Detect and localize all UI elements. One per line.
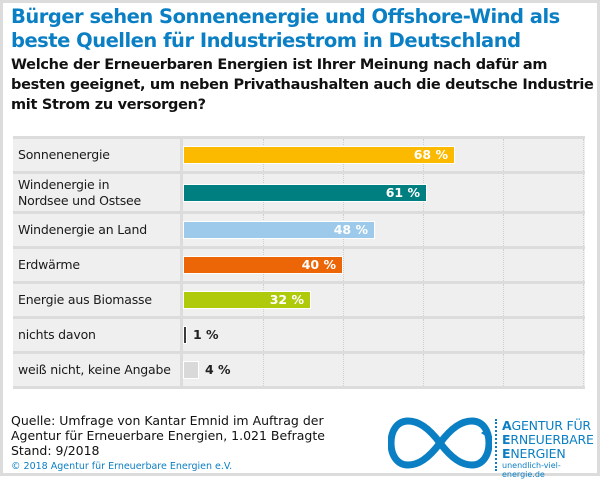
label-divider (180, 174, 183, 211)
chart-title: Bürger sehen Sonnenenergie und Offshore-… (11, 5, 560, 52)
category-label: Energie aus Biomasse (18, 292, 152, 307)
bar (183, 361, 199, 379)
gridline (423, 354, 424, 386)
label-divider (180, 214, 183, 246)
bar-value-label: 1 % (193, 327, 219, 342)
bar-value-label: 4 % (205, 362, 231, 377)
source-date: Stand: 9/2018 (11, 443, 100, 458)
bar-value-label: 40 % (301, 257, 336, 272)
gridline (583, 354, 584, 386)
gridline (503, 249, 504, 281)
infinity-icon (387, 417, 493, 469)
gridline (583, 249, 584, 281)
gridline (343, 249, 344, 281)
category-label: Windenergie an Land (18, 222, 147, 237)
label-divider (180, 354, 183, 386)
source-line: Agentur für Erneuerbare Energien, 1.021 … (11, 428, 325, 443)
chart-row: Windenergie in Nordsee und Ostsee 61 % (13, 171, 585, 211)
label-divider (180, 249, 183, 281)
chart-row: Erdwärme 40 % (13, 246, 585, 281)
chart-row: weiß nicht, keine Angabe 4 % (13, 351, 585, 386)
logo-text-line: GENTUR FÜR (511, 418, 591, 433)
label-divider (180, 319, 183, 351)
copyright-note: © 2018 Agentur für Erneuerbare Energien … (11, 461, 233, 472)
bar (183, 326, 187, 344)
gridline (503, 284, 504, 316)
logo-divider (495, 419, 497, 471)
source-line: Quelle: Umfrage von Kantar Emnid im Auft… (11, 413, 324, 428)
bar-value-label: 61 % (385, 184, 420, 200)
logo-initial: A (502, 418, 512, 433)
gridline (343, 319, 344, 351)
gridline (263, 319, 264, 351)
gridline (423, 284, 424, 316)
bar: 68 % (183, 146, 455, 164)
bar: 32 % (183, 291, 311, 309)
bar-value-label: 48 % (333, 222, 368, 237)
gridline (503, 354, 504, 386)
bar: 48 % (183, 221, 375, 239)
gridline (423, 214, 424, 246)
gridline (583, 319, 584, 351)
gridline (343, 284, 344, 316)
gridline (583, 174, 584, 211)
logo-wordmark: AGENTUR FÜR ERNEUERBARE ENERGIEN (502, 419, 594, 461)
gridline (423, 319, 424, 351)
bar-chart: Sonnenenergie 68 % Windenergie in Nordsee … (13, 136, 585, 389)
gridline (423, 249, 424, 281)
bar: 61 % (183, 183, 427, 202)
chart-bottom-border (13, 386, 585, 389)
category-label: Windenergie in Nordsee und Ostsee (18, 176, 142, 208)
bar-value-label: 32 % (269, 292, 304, 307)
logo-initial: E (502, 446, 511, 461)
category-label: weiß nicht, keine Angabe (18, 362, 171, 377)
category-label: Erdwärme (18, 257, 80, 272)
chart-question: Welche der Erneuerbaren Energien ist Ihr… (11, 57, 594, 113)
logo-url: unendlich-viel-energie.de (502, 461, 561, 479)
label-divider (180, 284, 183, 316)
gridline (503, 319, 504, 351)
logo-initial: E (502, 432, 511, 447)
gridline (343, 354, 344, 386)
logo-text-line: RNEUERBARE (510, 432, 594, 447)
gridline (583, 214, 584, 246)
gridline (583, 284, 584, 316)
gridline (503, 139, 504, 171)
bar-value-label: 68 % (413, 147, 448, 162)
aee-logo: AGENTUR FÜR ERNEUERBARE ENERGIEN unendli… (387, 413, 598, 479)
gridline (503, 214, 504, 246)
label-divider (180, 139, 183, 171)
gridline (263, 354, 264, 386)
logo-text-line: NERGIEN (510, 446, 566, 461)
source-note: Quelle: Umfrage von Kantar Emnid im Auft… (11, 413, 325, 458)
chart-row: nichts davon 1 % (13, 316, 585, 351)
chart-row: Energie aus Biomasse 32 % (13, 281, 585, 316)
chart-row: Windenergie an Land 48 % (13, 211, 585, 246)
gridline (503, 174, 504, 211)
chart-row: Sonnenenergie 68 % (13, 136, 585, 171)
category-label: nichts davon (18, 327, 96, 342)
bar: 40 % (183, 256, 343, 274)
gridline (583, 139, 584, 171)
category-label: Sonnenenergie (18, 147, 110, 162)
